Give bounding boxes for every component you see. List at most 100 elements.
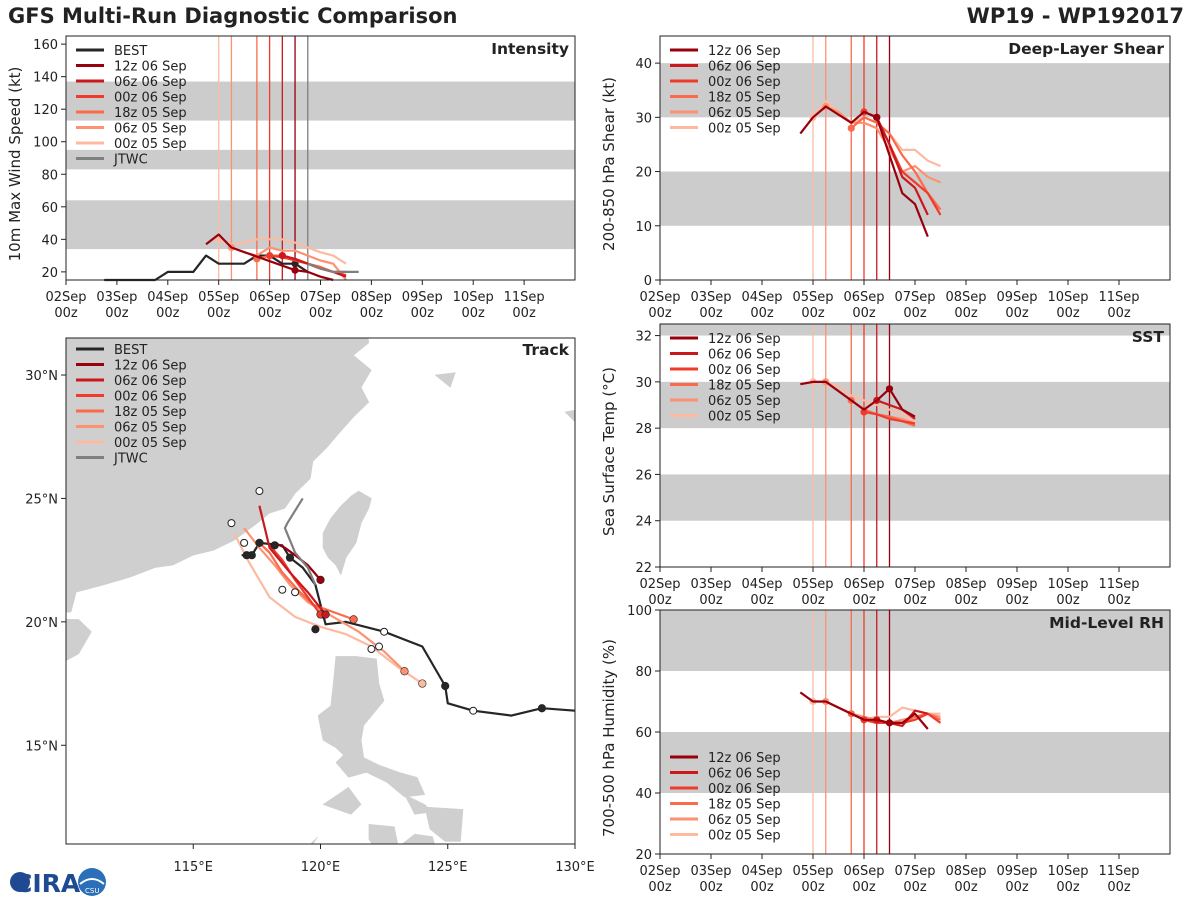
intensity-xtick-label: 00z <box>309 306 333 321</box>
panel-intensity: 2040608010012014016002Sep00z03Sep00z04Se… <box>6 35 576 321</box>
track-point-open <box>291 588 300 597</box>
shear-xtick-label: 06Sep <box>843 290 884 305</box>
shear-legend-label: 06z 05 Sep <box>708 106 781 121</box>
track-point-open <box>227 519 236 528</box>
sst-panel-title: SST <box>1132 328 1165 346</box>
rh-ytick-label: 60 <box>635 726 652 741</box>
intensity-xtick-label: 11Sep <box>504 290 545 305</box>
intensity-legend-label: 18z 05 Sep <box>114 106 187 121</box>
rh-series-point <box>885 719 894 727</box>
intensity-ytick-label: 40 <box>41 233 58 248</box>
land-layer <box>66 338 575 844</box>
intensity-legend-label: JTWC <box>113 153 148 168</box>
shear-xtick-label: 00z <box>801 306 825 321</box>
sst-band <box>660 324 1170 336</box>
intensity-series-point <box>291 266 299 274</box>
taiwan-island <box>322 490 372 576</box>
intensity-legend-label: 00z 05 Sep <box>114 137 187 152</box>
track-line <box>283 497 317 586</box>
shear-xtick-label: 00z <box>954 306 978 321</box>
intensity-series-line <box>104 254 309 282</box>
panel-track: 115°E 120°E 125°E 130°E 15°N 20°N 25°N 30°N Trac… <box>25 337 595 875</box>
track-legend-label: 00z 06 Sep <box>114 390 187 405</box>
track-line <box>268 544 322 616</box>
shear-xtick-label: 00z <box>1005 306 1029 321</box>
sst-xtick-label: 04Sep <box>741 577 782 592</box>
shear-xtick-label: 00z <box>1107 306 1131 321</box>
sst-xtick-label: 07Sep <box>894 577 935 592</box>
track-point-open <box>367 645 376 654</box>
rh-xtick-label: 11Sep <box>1098 864 1139 879</box>
intensity-xtick-label: 03Sep <box>96 290 137 305</box>
visayas-island <box>401 833 435 844</box>
cira-logo-text: CIRA <box>14 869 81 898</box>
shear-xtick-label: 00z <box>648 306 672 321</box>
track-xtick-label: 125°E <box>428 860 468 875</box>
rh-band <box>660 610 1170 671</box>
track-legend-label: 18z 05 Sep <box>114 405 187 420</box>
track-point-filled <box>418 679 427 688</box>
track-point-filled <box>400 667 409 676</box>
sst-legend-label: 06z 06 Sep <box>708 348 781 363</box>
rh-xtick-label: 02Sep <box>639 864 680 879</box>
track-point-filled <box>316 575 325 584</box>
intensity-series-point <box>266 252 274 260</box>
track-xtick-label: 120°E <box>301 860 341 875</box>
small-island <box>434 372 456 388</box>
sst-xtick-label: 00z <box>648 593 672 608</box>
intensity-series-line <box>218 238 347 265</box>
intensity-band <box>66 81 575 121</box>
rh-xtick-label: 00z <box>750 880 774 895</box>
track-point-filled <box>349 615 358 624</box>
hainan-island <box>66 619 92 662</box>
rh-xtick-label: 08Sep <box>945 864 986 879</box>
intensity-xtick-label: 00z <box>411 306 435 321</box>
track-point-open <box>255 487 264 496</box>
intensity-xtick-label: 00z <box>156 306 180 321</box>
intensity-ytick-label: 120 <box>33 103 58 118</box>
rh-ytick-label: 80 <box>635 665 652 680</box>
shear-xtick-label: 00z <box>699 306 723 321</box>
rh-xtick-label: 00z <box>1056 880 1080 895</box>
shear-series-point <box>873 113 881 121</box>
intensity-xtick-label: 00z <box>105 306 129 321</box>
luzon-island <box>317 656 426 798</box>
shear-ytick-label: 30 <box>635 111 652 126</box>
sst-ytick-label: 30 <box>635 376 652 391</box>
intensity-band <box>66 200 575 250</box>
intensity-xtick-label: 02Sep <box>45 290 86 305</box>
chart-title: GFS Multi-Run Diagnostic Comparison <box>8 4 458 28</box>
sst-ylabel: Sea Surface Temp (°C) <box>600 367 618 536</box>
mindoro-island <box>322 786 362 815</box>
shear-legend-label: 12z 06 Sep <box>708 44 781 59</box>
shear-xtick-label: 07Sep <box>894 290 935 305</box>
sst-xtick-label: 00z <box>750 593 774 608</box>
track-point-filled <box>537 704 547 713</box>
sst-xtick-label: 00z <box>801 593 825 608</box>
track-ytick-label: 30°N <box>25 369 58 384</box>
sst-xtick-label: 00z <box>1005 593 1029 608</box>
sst-series-line <box>800 380 916 418</box>
intensity-ytick-label: 140 <box>33 71 58 86</box>
rh-xtick-label: 00z <box>903 880 927 895</box>
intensity-series-line <box>307 262 359 273</box>
intensity-xtick-label: 07Sep <box>300 290 341 305</box>
intensity-band <box>66 149 575 170</box>
track-point-open <box>469 706 478 715</box>
shear-xtick-label: 09Sep <box>996 290 1037 305</box>
rh-xtick-label: 00z <box>801 880 825 895</box>
rh-series-line <box>799 691 929 730</box>
shear-band <box>660 63 1170 118</box>
shear-series-point <box>847 124 855 132</box>
track-point-filled <box>311 625 320 634</box>
track-legend-label: BEST <box>114 343 147 358</box>
shear-xtick-label: 04Sep <box>741 290 782 305</box>
track-point-filled <box>441 681 450 691</box>
shear-xtick-label: 02Sep <box>639 290 680 305</box>
shear-legend-label: 18z 05 Sep <box>708 91 781 106</box>
track-point-filled <box>255 538 264 547</box>
shear-legend-label: 00z 05 Sep <box>708 122 781 137</box>
rh-ytick-label: 100 <box>627 604 652 619</box>
sst-ytick-label: 28 <box>635 422 652 437</box>
panay-island <box>368 824 399 844</box>
